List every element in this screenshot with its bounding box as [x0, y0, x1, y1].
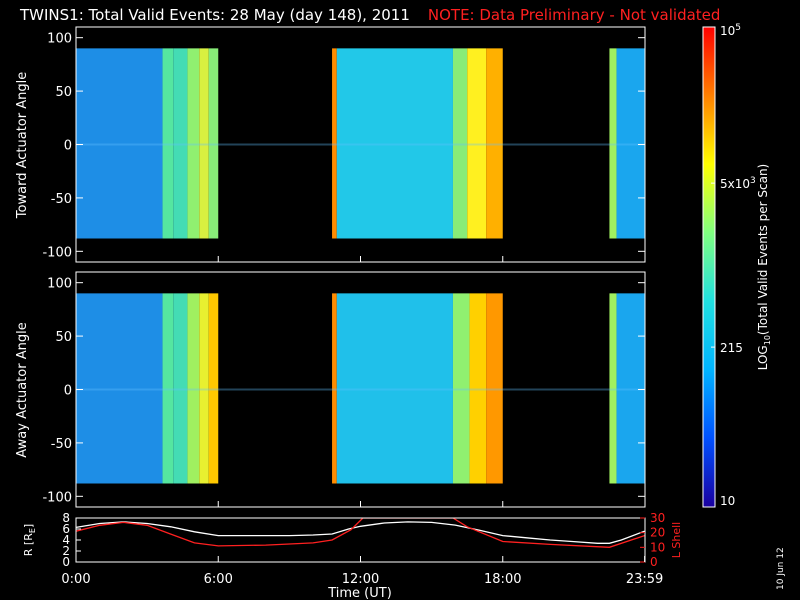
toward-segment — [467, 48, 487, 239]
toward-ytick-label: 100 — [47, 32, 72, 47]
away-segment — [76, 293, 163, 484]
away-segment — [609, 293, 617, 484]
toward-ytick-label: -50 — [51, 192, 72, 207]
toward-ytick-label: 0 — [64, 139, 72, 154]
toward-segment — [187, 48, 200, 239]
toward-segment — [609, 48, 617, 239]
toward-ytick-label: -100 — [42, 245, 72, 260]
time-tick-label: 0:00 — [61, 572, 90, 587]
toward-segment — [616, 48, 645, 239]
lshell-tick-label: 30 — [650, 511, 665, 525]
r-series-line — [76, 521, 645, 544]
away-ytick-label: 100 — [47, 277, 72, 292]
away-ytick-label: 50 — [55, 330, 72, 345]
colorbar-ticks: 10 215 5x103 105 — [711, 23, 756, 508]
toward-segment — [173, 48, 188, 239]
time-tick-label: 12:00 — [342, 572, 379, 587]
date-stamp: 10 Jun 12 — [776, 547, 786, 590]
away-segment — [469, 293, 487, 484]
away-segment — [199, 293, 209, 484]
away-segment — [162, 293, 174, 484]
colorbar-gradient — [703, 27, 715, 507]
lshell-tick-label: 10 — [650, 540, 665, 554]
colorbar-tick-label: 5x103 — [720, 176, 756, 191]
toward-segment — [332, 48, 337, 239]
ephemeris-lines — [76, 518, 645, 548]
away-segment — [208, 293, 219, 484]
r-tick-label: 6 — [62, 522, 70, 536]
colorbar-label: LOG10(Total Valid Events per Scan) — [756, 164, 772, 371]
away-ytick-label: 0 — [64, 384, 72, 399]
away-segment — [332, 293, 337, 484]
away-ytick-label: -50 — [51, 437, 72, 452]
colorbar-tick-label: 215 — [720, 341, 743, 355]
toward-segment — [208, 48, 219, 239]
toward-ytick-label: 50 — [55, 85, 72, 100]
colorbar: 10 215 5x103 105 LOG10(Total Valid Events p… — [702, 23, 772, 508]
toward-segment — [336, 48, 453, 239]
away-segment — [486, 293, 503, 484]
lshell-series-line — [76, 518, 645, 548]
r-tick-label: 0 — [62, 555, 70, 569]
toward-y-ticks: -100 -50 0 50 100 — [42, 32, 646, 262]
away-ylabel: Away Actuator Angle — [15, 322, 30, 457]
away-segment — [452, 293, 470, 484]
colorbar-frame — [702, 26, 716, 508]
toward-heatmap — [76, 48, 645, 239]
toward-segment — [452, 48, 468, 239]
toward-segment — [162, 48, 174, 239]
time-tick-label: 23:59 — [626, 572, 663, 587]
away-segment — [173, 293, 188, 484]
away-heatmap — [76, 293, 645, 484]
away-panel: -100 -50 0 50 100 Away Actuator Angle — [15, 271, 646, 508]
away-segment — [616, 293, 645, 484]
toward-segment — [76, 48, 163, 239]
time-tick-label: 6:00 — [204, 572, 233, 587]
toward-panel: -100 -50 0 50 100 Toward Actuator Angle — [15, 26, 646, 263]
toward-ylabel: Toward Actuator Angle — [15, 72, 30, 219]
r-axis-label: R [RE] — [22, 524, 37, 556]
toward-segment — [486, 48, 503, 239]
time-axis-label: Time (UT) — [327, 586, 392, 600]
colorbar-tick-label: 10 — [720, 494, 735, 508]
away-segment — [336, 293, 453, 484]
r-tick-label: 8 — [62, 511, 70, 525]
colorbar-tick-label: 105 — [720, 23, 741, 38]
away-y-ticks: -100 -50 0 50 100 — [42, 277, 646, 507]
time-tick-label: 18:00 — [484, 572, 521, 587]
time-axis-ticks: 0:00 6:00 12:00 18:00 23:59 — [61, 556, 663, 587]
lshell-tick-label: 0 — [650, 555, 658, 569]
title-main: TWINS1: Total Valid Events: 28 May (day … — [20, 6, 410, 24]
chart-title: TWINS1: Total Valid Events: 28 May (day … — [20, 6, 720, 24]
away-ytick-label: -100 — [42, 490, 72, 505]
toward-segment — [199, 48, 209, 239]
r-tick-label: 4 — [62, 533, 70, 547]
title-note: NOTE: Data Preliminary - Not validated — [427, 6, 721, 24]
lshell-axis-label: L Shell — [670, 522, 683, 558]
away-segment — [187, 293, 200, 484]
lshell-tick-label: 20 — [650, 526, 665, 540]
r-tick-label: 2 — [62, 544, 70, 558]
